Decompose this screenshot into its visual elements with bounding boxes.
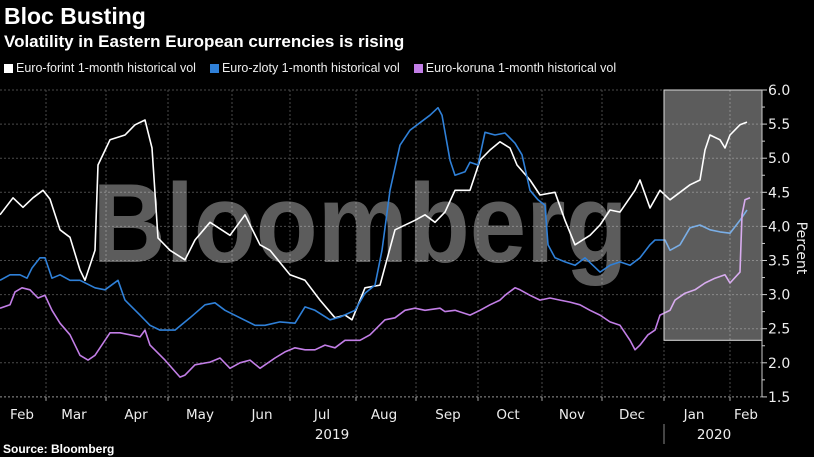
x-tick-label: Oct — [496, 407, 519, 423]
y-tick-label: 1.5 — [768, 390, 790, 406]
x-tick-label: Nov — [559, 407, 585, 423]
y-tick-label: 2.5 — [768, 322, 790, 338]
x-tick-label: May — [186, 407, 214, 423]
y-tick-label: 4.5 — [768, 185, 790, 201]
y-tick-label: 3.5 — [768, 254, 790, 270]
x-tick-label: Feb — [10, 407, 34, 423]
legend-swatch-zloty — [209, 63, 219, 73]
legend-label-koruna: Euro-koruna 1-month historical vol — [425, 61, 617, 75]
x-tick-label: Sep — [435, 407, 460, 423]
legend: Euro-forint 1-month historical vol Euro-… — [4, 61, 616, 75]
x-year-label: 2019 — [315, 427, 349, 443]
x-tick-label: Dec — [619, 407, 645, 423]
x-tick-label: Aug — [371, 407, 397, 423]
series-line-forint — [0, 119, 748, 321]
x-tick-label: Mar — [61, 407, 87, 423]
y-tick-label: 6.0 — [768, 83, 790, 99]
legend-label-zloty: Euro-zloty 1-month historical vol — [221, 61, 400, 75]
chart-title: Bloc Busting — [4, 3, 146, 29]
x-year-label: 2020 — [697, 427, 731, 443]
legend-swatch-forint — [4, 63, 13, 73]
x-tick-label: Jun — [250, 407, 272, 423]
legend-swatch-koruna — [413, 63, 423, 73]
y-tick-label: 4.0 — [768, 219, 790, 235]
legend-item-koruna: Euro-koruna 1-month historical vol — [413, 61, 617, 75]
x-tick-label: Apr — [124, 407, 148, 423]
legend-item-forint: Euro-forint 1-month historical vol — [4, 61, 196, 75]
y-axis-title: Percent — [793, 222, 809, 275]
x-tick-label: Jul — [313, 407, 330, 423]
bloomberg-watermark: Bloomberg — [93, 161, 628, 286]
legend-label-forint: Euro-forint 1-month historical vol — [16, 61, 196, 75]
y-tick-label: 3.0 — [768, 288, 790, 304]
legend-item-zloty: Euro-zloty 1-month historical vol — [209, 61, 400, 75]
chart-subtitle: Volatility in Eastern European currencie… — [4, 32, 405, 51]
y-tick-label: 2.0 — [768, 356, 790, 372]
x-tick-label: Jan — [683, 407, 705, 423]
y-tick-label: 5.0 — [768, 151, 790, 167]
source-note: Source: Bloomberg — [3, 442, 115, 456]
series-line-zloty — [0, 106, 748, 331]
series-line-koruna — [0, 197, 751, 378]
x-tick-label: Feb — [734, 407, 758, 423]
y-tick-label: 5.5 — [768, 117, 790, 133]
highlight-box — [663, 89, 763, 341]
